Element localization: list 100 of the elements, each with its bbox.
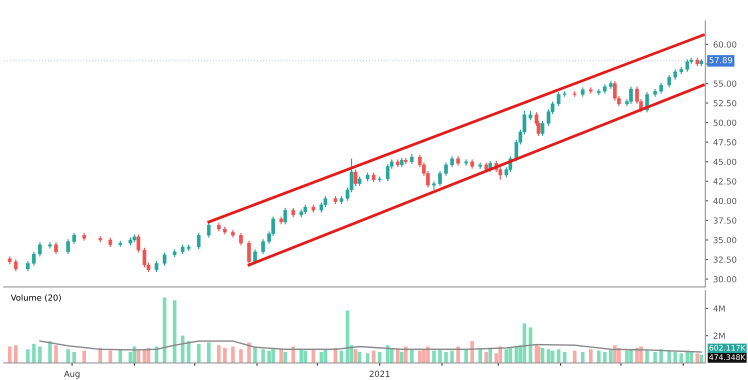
candlestick [32, 251, 36, 266]
bar [418, 350, 422, 363]
candlestick [291, 207, 296, 218]
candlestick [556, 92, 560, 107]
y-tick-label: 42.50 [713, 178, 736, 185]
candlestick [303, 204, 308, 215]
bar [358, 352, 362, 363]
bar [108, 350, 112, 363]
candlestick [444, 162, 448, 176]
bar [470, 341, 474, 363]
bar [679, 353, 684, 363]
y-tick-label: 55.00 [714, 80, 736, 87]
bar [438, 349, 442, 363]
candlestick [438, 170, 442, 187]
candlestick [450, 156, 454, 168]
candlestick [358, 176, 362, 187]
candlestick [154, 260, 158, 273]
candlestick [354, 168, 358, 187]
candlestick [386, 164, 390, 182]
candlestick [685, 58, 690, 72]
bar [154, 346, 158, 363]
candlestick [603, 84, 607, 94]
candlestick [14, 258, 18, 272]
candlestick [667, 74, 671, 88]
candlestick [162, 252, 166, 266]
bar [645, 350, 649, 363]
bar [572, 350, 576, 363]
bar [146, 348, 150, 363]
candlestick [456, 156, 460, 166]
candlestick [400, 157, 404, 168]
candlestick [283, 207, 288, 225]
candlestick [66, 238, 70, 255]
candlestick [54, 242, 58, 255]
bar [223, 348, 227, 363]
candlestick [196, 232, 201, 250]
bar [320, 352, 324, 363]
candlestick [142, 247, 146, 268]
candlestick [659, 82, 663, 94]
y-tick-label: 52.50 [714, 100, 736, 106]
bar [32, 344, 36, 363]
bar [172, 300, 176, 363]
bar [625, 350, 629, 363]
x-tick-label: Aug [64, 370, 80, 379]
candlestick [372, 172, 376, 183]
x-tick-label: 2021 [370, 370, 390, 377]
candlestick [136, 234, 140, 254]
bar [597, 350, 601, 363]
bar [267, 350, 271, 363]
bar [528, 327, 532, 363]
bar [444, 352, 448, 363]
y-tick-label: 60.00 [714, 41, 736, 48]
bar [180, 336, 184, 363]
candlestick [72, 232, 76, 244]
candlestick [478, 162, 482, 170]
y-tick-label: 40.00 [713, 198, 736, 204]
y-tick-label: 30.00 [714, 276, 736, 282]
bar [14, 345, 18, 363]
bar [580, 352, 585, 363]
y-tick-label: 45.00 [713, 158, 736, 166]
bar [48, 341, 52, 363]
bar [504, 349, 508, 363]
y-tick-label: 4M [713, 306, 725, 312]
candlestick [629, 86, 633, 104]
candlestick [26, 260, 30, 272]
bar [556, 349, 560, 363]
bar [478, 349, 482, 363]
bar [550, 350, 554, 363]
candlestick [540, 120, 544, 136]
bar [396, 349, 400, 363]
y-tick-label: 35.00 [714, 236, 736, 244]
bar [279, 349, 283, 363]
bar [247, 342, 251, 363]
bar [540, 348, 544, 363]
bar [72, 352, 76, 363]
bar [450, 350, 454, 363]
bar [484, 352, 488, 363]
bar [639, 346, 643, 363]
bar [366, 353, 370, 363]
bar [378, 352, 382, 363]
bar [186, 341, 191, 363]
line-series [39, 340, 702, 353]
bar [546, 349, 550, 363]
y-tick-label: 37.50 [714, 217, 736, 224]
bar [261, 349, 265, 363]
bar [588, 349, 593, 363]
bar [653, 352, 657, 363]
bar [340, 350, 344, 363]
bar [303, 350, 308, 363]
candlestick [206, 222, 211, 238]
bar [253, 346, 257, 363]
ref-line-label: 57.89 [710, 56, 732, 64]
bar [136, 350, 140, 363]
candlestick [673, 68, 678, 80]
bar [372, 350, 376, 363]
candlestick [580, 86, 585, 98]
candlestick [180, 244, 184, 255]
bar [562, 352, 566, 363]
bar [239, 349, 243, 363]
bar [522, 323, 526, 363]
candlestick [261, 238, 265, 255]
